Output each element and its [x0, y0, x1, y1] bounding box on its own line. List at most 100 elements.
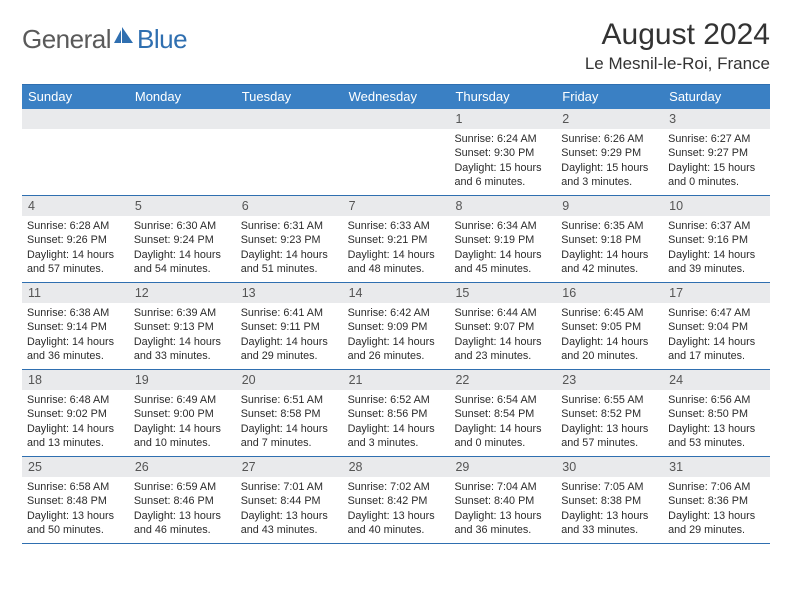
day-body: Sunrise: 6:58 AMSunset: 8:48 PMDaylight:…	[22, 477, 129, 543]
daylight-text: Daylight: 14 hours and 20 minutes.	[561, 335, 658, 364]
day-body: Sunrise: 7:04 AMSunset: 8:40 PMDaylight:…	[449, 477, 556, 543]
day-number: 29	[449, 457, 556, 477]
sunset-text: Sunset: 8:52 PM	[561, 407, 658, 421]
day-number: 23	[556, 370, 663, 390]
daylight-text: Daylight: 13 hours and 46 minutes.	[134, 509, 231, 538]
sunset-text: Sunset: 8:48 PM	[27, 494, 124, 508]
sunrise-text: Sunrise: 7:01 AM	[241, 480, 338, 494]
day-cell: 28Sunrise: 7:02 AMSunset: 8:42 PMDayligh…	[343, 457, 450, 543]
day-number: 18	[22, 370, 129, 390]
day-body: Sunrise: 6:27 AMSunset: 9:27 PMDaylight:…	[663, 129, 770, 195]
day-number: 21	[343, 370, 450, 390]
sunrise-text: Sunrise: 6:41 AM	[241, 306, 338, 320]
day-cell: 25Sunrise: 6:58 AMSunset: 8:48 PMDayligh…	[22, 457, 129, 543]
brand-text-general: General	[22, 24, 111, 55]
day-cell	[343, 109, 450, 195]
sunrise-text: Sunrise: 6:28 AM	[27, 219, 124, 233]
day-body: Sunrise: 6:49 AMSunset: 9:00 PMDaylight:…	[129, 390, 236, 456]
daylight-text: Daylight: 13 hours and 36 minutes.	[454, 509, 551, 538]
title-block: August 2024 Le Mesnil-le-Roi, France	[585, 18, 770, 74]
daylight-text: Daylight: 14 hours and 48 minutes.	[348, 248, 445, 277]
sunset-text: Sunset: 9:16 PM	[668, 233, 765, 247]
day-body: Sunrise: 6:42 AMSunset: 9:09 PMDaylight:…	[343, 303, 450, 369]
sunrise-text: Sunrise: 6:27 AM	[668, 132, 765, 146]
day-number: 4	[22, 196, 129, 216]
week-row: 25Sunrise: 6:58 AMSunset: 8:48 PMDayligh…	[22, 457, 770, 544]
day-body: Sunrise: 6:52 AMSunset: 8:56 PMDaylight:…	[343, 390, 450, 456]
calendar-grid: Sunday Monday Tuesday Wednesday Thursday…	[22, 84, 770, 544]
sunrise-text: Sunrise: 6:59 AM	[134, 480, 231, 494]
day-cell: 27Sunrise: 7:01 AMSunset: 8:44 PMDayligh…	[236, 457, 343, 543]
daylight-text: Daylight: 14 hours and 29 minutes.	[241, 335, 338, 364]
sunrise-text: Sunrise: 6:30 AM	[134, 219, 231, 233]
day-cell	[22, 109, 129, 195]
day-cell: 13Sunrise: 6:41 AMSunset: 9:11 PMDayligh…	[236, 283, 343, 369]
day-number	[236, 109, 343, 129]
daylight-text: Daylight: 14 hours and 13 minutes.	[27, 422, 124, 451]
day-body: Sunrise: 6:55 AMSunset: 8:52 PMDaylight:…	[556, 390, 663, 456]
day-number: 6	[236, 196, 343, 216]
day-number	[129, 109, 236, 129]
sunset-text: Sunset: 9:30 PM	[454, 146, 551, 160]
daylight-text: Daylight: 14 hours and 0 minutes.	[454, 422, 551, 451]
day-number: 1	[449, 109, 556, 129]
day-number	[343, 109, 450, 129]
day-body: Sunrise: 6:35 AMSunset: 9:18 PMDaylight:…	[556, 216, 663, 282]
day-body: Sunrise: 6:51 AMSunset: 8:58 PMDaylight:…	[236, 390, 343, 456]
sunrise-text: Sunrise: 6:44 AM	[454, 306, 551, 320]
daylight-text: Daylight: 15 hours and 0 minutes.	[668, 161, 765, 190]
day-cell: 1Sunrise: 6:24 AMSunset: 9:30 PMDaylight…	[449, 109, 556, 195]
dow-wednesday: Wednesday	[343, 85, 450, 109]
day-body: Sunrise: 7:01 AMSunset: 8:44 PMDaylight:…	[236, 477, 343, 543]
weeks-container: 1Sunrise: 6:24 AMSunset: 9:30 PMDaylight…	[22, 109, 770, 544]
day-cell: 11Sunrise: 6:38 AMSunset: 9:14 PMDayligh…	[22, 283, 129, 369]
daylight-text: Daylight: 14 hours and 57 minutes.	[27, 248, 124, 277]
day-cell: 14Sunrise: 6:42 AMSunset: 9:09 PMDayligh…	[343, 283, 450, 369]
sunrise-text: Sunrise: 6:37 AM	[668, 219, 765, 233]
sunrise-text: Sunrise: 6:45 AM	[561, 306, 658, 320]
day-number: 15	[449, 283, 556, 303]
day-cell: 15Sunrise: 6:44 AMSunset: 9:07 PMDayligh…	[449, 283, 556, 369]
sunrise-text: Sunrise: 6:58 AM	[27, 480, 124, 494]
day-body: Sunrise: 6:28 AMSunset: 9:26 PMDaylight:…	[22, 216, 129, 282]
day-body: Sunrise: 7:02 AMSunset: 8:42 PMDaylight:…	[343, 477, 450, 543]
daylight-text: Daylight: 15 hours and 3 minutes.	[561, 161, 658, 190]
daylight-text: Daylight: 14 hours and 45 minutes.	[454, 248, 551, 277]
daylight-text: Daylight: 14 hours and 23 minutes.	[454, 335, 551, 364]
day-number: 31	[663, 457, 770, 477]
daylight-text: Daylight: 14 hours and 39 minutes.	[668, 248, 765, 277]
sunrise-text: Sunrise: 6:34 AM	[454, 219, 551, 233]
day-cell: 12Sunrise: 6:39 AMSunset: 9:13 PMDayligh…	[129, 283, 236, 369]
week-row: 18Sunrise: 6:48 AMSunset: 9:02 PMDayligh…	[22, 370, 770, 457]
day-of-week-row: Sunday Monday Tuesday Wednesday Thursday…	[22, 85, 770, 109]
daylight-text: Daylight: 14 hours and 54 minutes.	[134, 248, 231, 277]
daylight-text: Daylight: 13 hours and 43 minutes.	[241, 509, 338, 538]
day-body	[343, 129, 450, 189]
sunset-text: Sunset: 8:44 PM	[241, 494, 338, 508]
dow-thursday: Thursday	[449, 85, 556, 109]
daylight-text: Daylight: 13 hours and 29 minutes.	[668, 509, 765, 538]
day-body	[22, 129, 129, 189]
daylight-text: Daylight: 15 hours and 6 minutes.	[454, 161, 551, 190]
day-body: Sunrise: 6:34 AMSunset: 9:19 PMDaylight:…	[449, 216, 556, 282]
sunset-text: Sunset: 9:02 PM	[27, 407, 124, 421]
day-cell: 17Sunrise: 6:47 AMSunset: 9:04 PMDayligh…	[663, 283, 770, 369]
day-cell: 24Sunrise: 6:56 AMSunset: 8:50 PMDayligh…	[663, 370, 770, 456]
day-cell: 29Sunrise: 7:04 AMSunset: 8:40 PMDayligh…	[449, 457, 556, 543]
sunset-text: Sunset: 9:14 PM	[27, 320, 124, 334]
daylight-text: Daylight: 13 hours and 53 minutes.	[668, 422, 765, 451]
day-cell: 19Sunrise: 6:49 AMSunset: 9:00 PMDayligh…	[129, 370, 236, 456]
sunset-text: Sunset: 8:46 PM	[134, 494, 231, 508]
sunrise-text: Sunrise: 6:55 AM	[561, 393, 658, 407]
day-body: Sunrise: 6:45 AMSunset: 9:05 PMDaylight:…	[556, 303, 663, 369]
sunset-text: Sunset: 9:18 PM	[561, 233, 658, 247]
day-number: 13	[236, 283, 343, 303]
day-body: Sunrise: 6:26 AMSunset: 9:29 PMDaylight:…	[556, 129, 663, 195]
daylight-text: Daylight: 14 hours and 26 minutes.	[348, 335, 445, 364]
sunrise-text: Sunrise: 6:33 AM	[348, 219, 445, 233]
sunset-text: Sunset: 8:58 PM	[241, 407, 338, 421]
sunrise-text: Sunrise: 6:39 AM	[134, 306, 231, 320]
day-body	[236, 129, 343, 189]
day-cell: 26Sunrise: 6:59 AMSunset: 8:46 PMDayligh…	[129, 457, 236, 543]
sunrise-text: Sunrise: 6:35 AM	[561, 219, 658, 233]
